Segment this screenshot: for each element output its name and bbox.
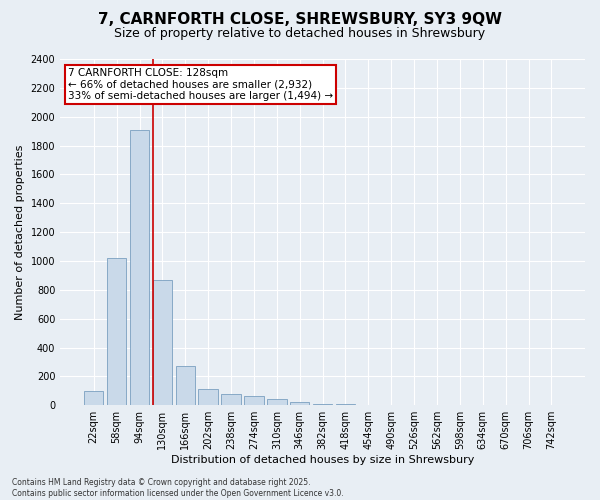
Bar — [267, 398, 287, 405]
Text: Size of property relative to detached houses in Shrewsbury: Size of property relative to detached ho… — [115, 28, 485, 40]
Bar — [313, 404, 332, 405]
Bar — [130, 130, 149, 405]
Bar — [84, 391, 103, 405]
Bar — [244, 396, 263, 405]
Text: 7 CARNFORTH CLOSE: 128sqm
← 66% of detached houses are smaller (2,932)
33% of se: 7 CARNFORTH CLOSE: 128sqm ← 66% of detac… — [68, 68, 333, 101]
Y-axis label: Number of detached properties: Number of detached properties — [15, 144, 25, 320]
Bar — [199, 390, 218, 405]
Bar — [290, 402, 310, 405]
Bar — [221, 394, 241, 405]
Bar — [336, 404, 355, 405]
Text: 7, CARNFORTH CLOSE, SHREWSBURY, SY3 9QW: 7, CARNFORTH CLOSE, SHREWSBURY, SY3 9QW — [98, 12, 502, 28]
Bar — [176, 366, 195, 405]
Bar — [107, 258, 127, 405]
X-axis label: Distribution of detached houses by size in Shrewsbury: Distribution of detached houses by size … — [171, 455, 474, 465]
Bar — [152, 280, 172, 405]
Text: Contains HM Land Registry data © Crown copyright and database right 2025.
Contai: Contains HM Land Registry data © Crown c… — [12, 478, 344, 498]
